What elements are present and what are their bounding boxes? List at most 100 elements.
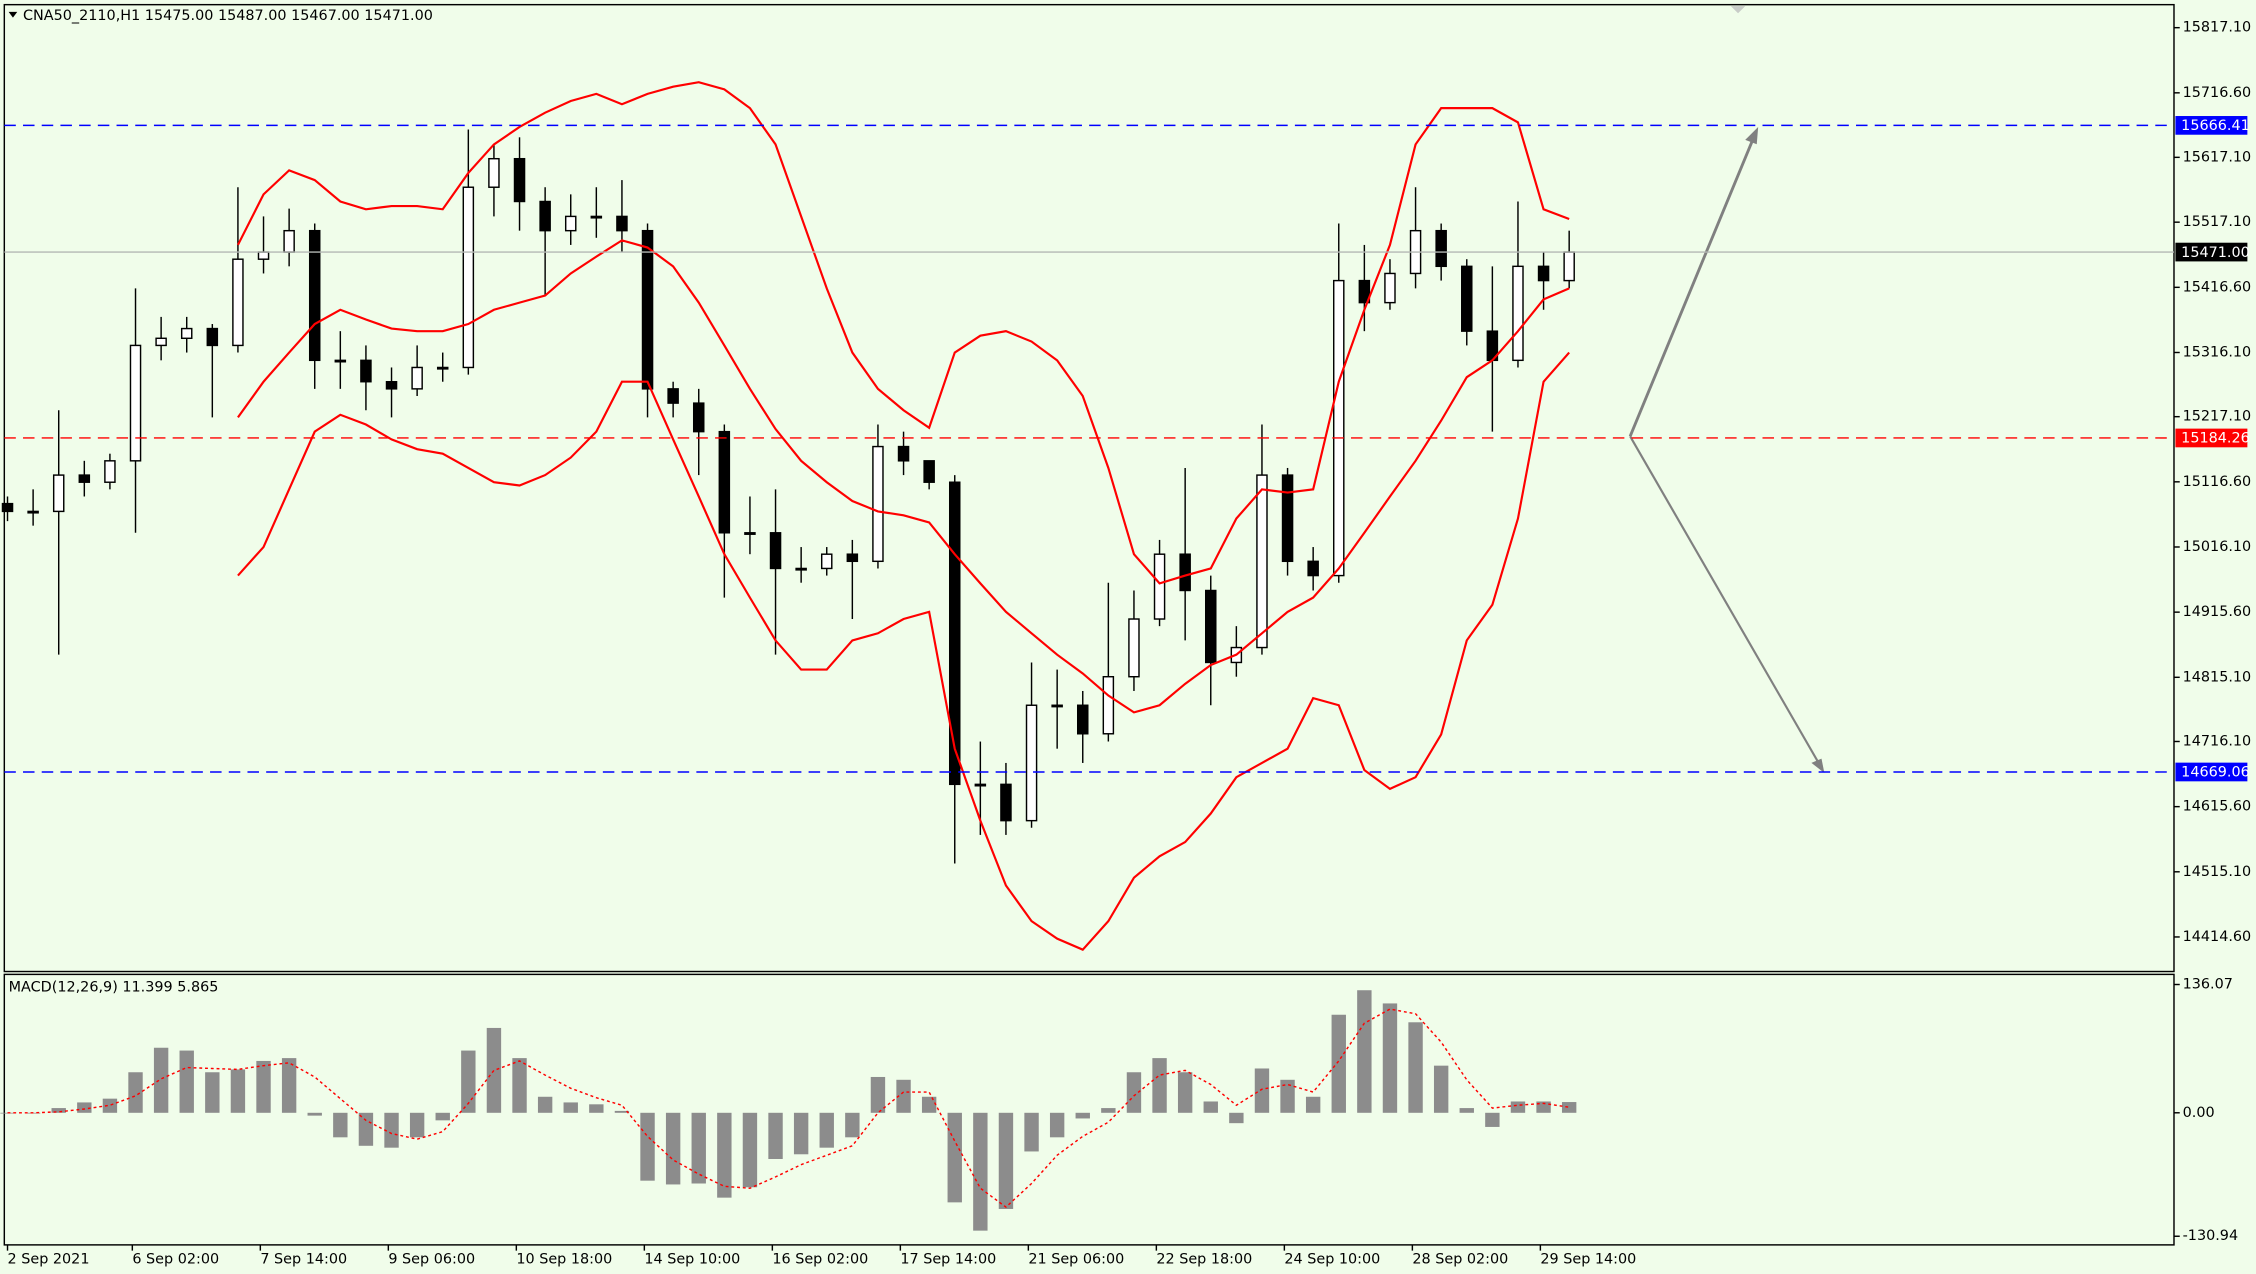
- candle-body: [795, 567, 807, 571]
- macd-bar: [1357, 990, 1372, 1113]
- y-tick-label: 15617.10: [2183, 149, 2252, 165]
- candle-body: [1333, 279, 1345, 577]
- candle-body: [1128, 618, 1140, 678]
- candle-body: [1205, 589, 1217, 664]
- candle-body: [923, 460, 935, 483]
- candle-body: [155, 337, 167, 347]
- x-tick-label: 22 Sep 18:00: [1156, 1251, 1252, 1267]
- candle-body: [436, 366, 449, 370]
- main-panel-frame: [3, 3, 2175, 973]
- x-tick-label: 21 Sep 06:00: [1028, 1251, 1124, 1267]
- macd-bar: [614, 1110, 630, 1113]
- candle-body: [641, 229, 654, 390]
- macd-bar: [870, 1076, 886, 1113]
- y-tick-label: 15416.60: [2183, 279, 2252, 295]
- candle-body: [206, 327, 219, 347]
- candle-body: [104, 460, 116, 483]
- macd-bar: [998, 1112, 1014, 1209]
- y-tick-label: 14515.10: [2183, 864, 2252, 880]
- macd-bar: [537, 1096, 553, 1113]
- candle-body: [1179, 553, 1191, 592]
- candle-body: [1307, 560, 1319, 577]
- macd-bar: [1510, 1101, 1526, 1113]
- candle-body: [1256, 474, 1268, 649]
- macd-bar: [1177, 1072, 1193, 1113]
- y-tick-label: 15817.10: [2183, 20, 2252, 36]
- candle-body: [488, 157, 500, 188]
- price-tag: [2175, 762, 2248, 782]
- candle-body: [744, 532, 756, 535]
- macd-bar: [281, 1058, 297, 1113]
- y-tick-label: 15517.10: [2183, 214, 2252, 230]
- candle-body: [52, 474, 65, 513]
- macd-bar: [1433, 1065, 1449, 1113]
- y-tick-label: 14815.10: [2183, 669, 2252, 685]
- candle-body: [257, 251, 270, 260]
- macd-bar: [1075, 1112, 1090, 1119]
- macd-bar: [1305, 1096, 1321, 1113]
- menu-triangle[interactable]: [8, 11, 18, 18]
- y-tick-label: 136.07: [2183, 977, 2233, 993]
- projection-arrows: [1628, 126, 1825, 773]
- candle-body: [411, 366, 423, 390]
- x-tick-label: 28 Sep 02:00: [1412, 1251, 1508, 1267]
- y-tick-label: 15316.10: [2183, 344, 2252, 360]
- candle-body: [820, 553, 833, 570]
- candle-body: [1051, 704, 1063, 708]
- macd-bar: [179, 1050, 194, 1113]
- arrow-head: [1811, 758, 1825, 773]
- price-tag-label: 15471.00: [2181, 245, 2250, 261]
- macd-bar: [77, 1102, 92, 1113]
- price-tag: [2175, 116, 2248, 135]
- y-tick-label: 15217.10: [2183, 409, 2252, 425]
- macd-bar: [333, 1112, 348, 1138]
- candle-body: [385, 381, 398, 390]
- macd-bar: [435, 1112, 450, 1121]
- candle-body: [897, 445, 910, 462]
- candle-body: [232, 258, 244, 347]
- macd-bar: [51, 1108, 66, 1113]
- x-tick-label: 9 Sep 06:00: [388, 1251, 475, 1267]
- candle-body: [846, 553, 859, 563]
- candle-body: [334, 359, 347, 363]
- macd-bar: [845, 1112, 860, 1138]
- line-series: [237, 351, 1570, 951]
- macd-bar: [1229, 1112, 1244, 1124]
- candle-body: [78, 474, 91, 483]
- candle-body: [308, 229, 321, 362]
- price-tag: [2175, 242, 2248, 262]
- macd-bar: [1331, 1014, 1346, 1113]
- candle-body: [1461, 265, 1473, 332]
- macd-bar: [486, 1027, 502, 1113]
- candle-body: [1358, 279, 1371, 304]
- price-tag: [2175, 428, 2248, 448]
- macd-bar: [102, 1098, 118, 1113]
- candle-body: [360, 359, 372, 383]
- macd-bar: [1280, 1079, 1295, 1113]
- arrow-down: [1629, 435, 1820, 764]
- macd-bar: [1561, 1102, 1577, 1113]
- macd-bar: [1203, 1101, 1218, 1113]
- macd-bar: [1485, 1112, 1500, 1127]
- candle-body: [1281, 474, 1294, 563]
- candle-body: [1512, 265, 1524, 362]
- candle-body: [283, 229, 295, 253]
- macd-bar: [205, 1072, 220, 1113]
- price-tag-label: 15666.41: [2181, 118, 2250, 134]
- y-tick-label: 15116.60: [2183, 474, 2252, 490]
- macd-bar: [1382, 1003, 1398, 1113]
- y-tick-label: 14716.10: [2183, 733, 2252, 749]
- candle-body: [1025, 704, 1038, 822]
- macd-bar: [1049, 1112, 1065, 1138]
- candle-body: [513, 157, 526, 203]
- macd-bar: [307, 1112, 322, 1116]
- line-series: [236, 81, 1570, 585]
- macd-bar: [256, 1060, 271, 1113]
- candle-body: [974, 783, 987, 787]
- candle-body: [1000, 783, 1012, 822]
- candle-body: [1384, 272, 1396, 304]
- macd-title: MACD(12,26,9) 11.399 5.865: [9, 979, 219, 995]
- line-series: [237, 239, 1570, 714]
